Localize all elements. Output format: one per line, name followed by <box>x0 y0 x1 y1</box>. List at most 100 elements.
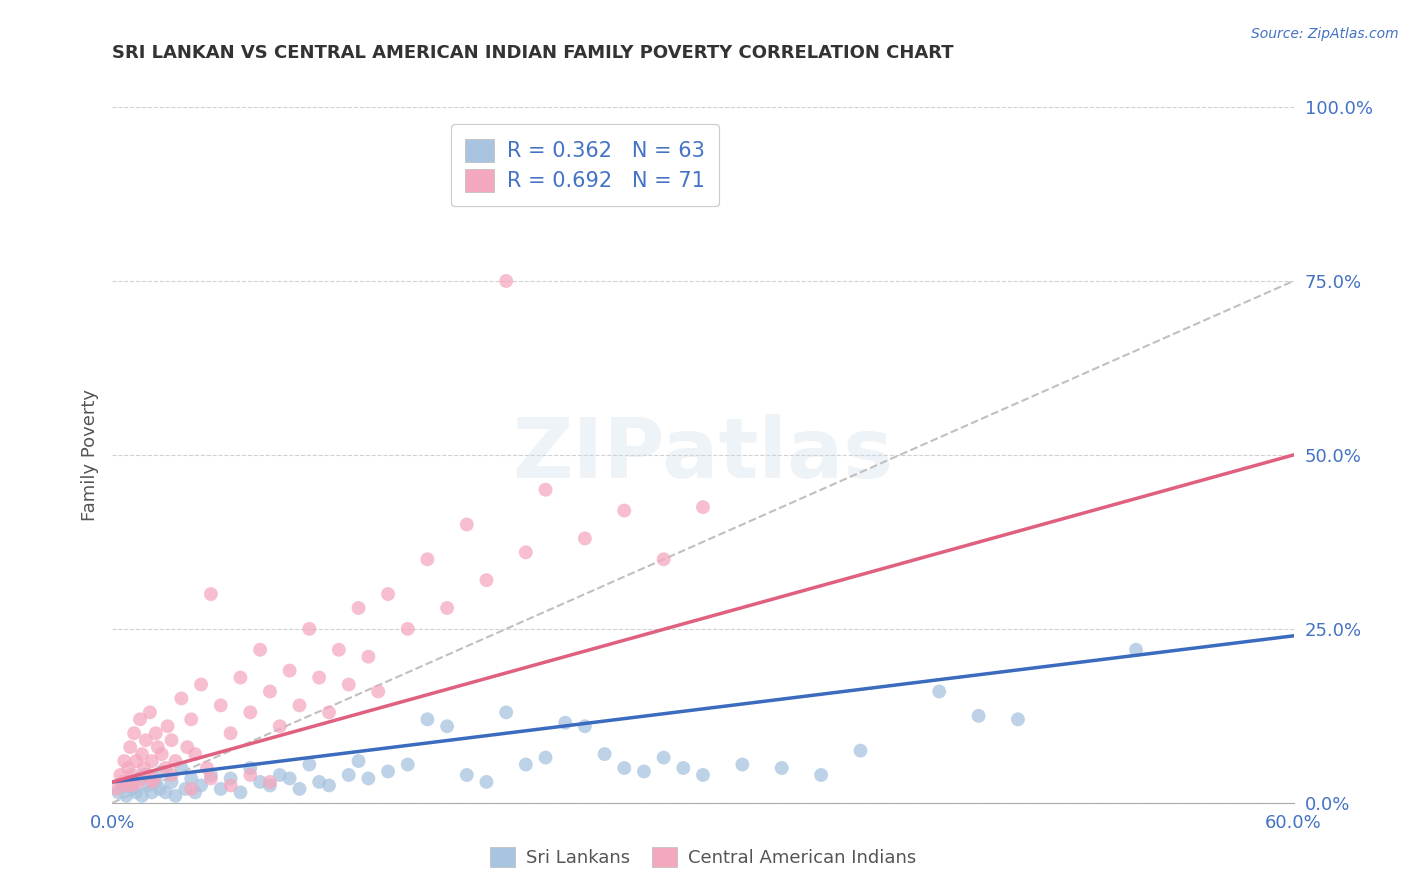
Point <box>849 744 872 758</box>
Point <box>416 712 439 726</box>
Point <box>117 761 139 775</box>
Point <box>495 274 517 288</box>
Point <box>308 775 330 789</box>
Point <box>132 761 155 775</box>
Point <box>377 587 399 601</box>
Point <box>176 740 198 755</box>
Point <box>209 698 232 713</box>
Point <box>136 768 159 782</box>
Point <box>145 775 167 789</box>
Point <box>121 778 143 792</box>
Point <box>475 573 498 587</box>
Point <box>534 750 557 764</box>
Point <box>110 768 132 782</box>
Point <box>574 532 596 546</box>
Point <box>337 768 360 782</box>
Point <box>141 785 163 799</box>
Point <box>129 712 152 726</box>
Point <box>456 517 478 532</box>
Point <box>298 622 321 636</box>
Point <box>534 483 557 497</box>
Point <box>200 587 222 601</box>
Point <box>200 772 222 786</box>
Point <box>219 726 242 740</box>
Point <box>112 754 135 768</box>
Point <box>135 733 157 747</box>
Point <box>105 781 128 796</box>
Point <box>160 768 183 782</box>
Point <box>146 740 169 755</box>
Point <box>810 768 832 782</box>
Point <box>593 747 616 761</box>
Point <box>131 747 153 761</box>
Point <box>239 761 262 775</box>
Point <box>347 754 370 768</box>
Point <box>377 764 399 779</box>
Point <box>613 761 636 775</box>
Point <box>249 642 271 657</box>
Point <box>357 649 380 664</box>
Point <box>436 719 458 733</box>
Point <box>155 785 177 799</box>
Point <box>180 712 202 726</box>
Point <box>308 671 330 685</box>
Point <box>337 677 360 691</box>
Point <box>652 750 675 764</box>
Point <box>515 545 537 559</box>
Point <box>967 708 990 723</box>
Point <box>117 775 139 789</box>
Point <box>136 778 159 792</box>
Point <box>174 781 197 796</box>
Point <box>259 775 281 789</box>
Text: ZIPatlas: ZIPatlas <box>513 415 893 495</box>
Point <box>298 757 321 772</box>
Point <box>160 733 183 747</box>
Point <box>115 778 138 792</box>
Legend: Sri Lankans, Central American Indians: Sri Lankans, Central American Indians <box>482 839 924 874</box>
Point <box>396 622 419 636</box>
Y-axis label: Family Poverty: Family Poverty <box>80 389 98 521</box>
Point <box>731 757 754 772</box>
Point <box>278 772 301 786</box>
Point <box>318 778 340 792</box>
Point <box>129 772 152 786</box>
Point <box>456 768 478 782</box>
Point <box>347 601 370 615</box>
Point <box>633 764 655 779</box>
Point <box>495 706 517 720</box>
Text: Source: ZipAtlas.com: Source: ZipAtlas.com <box>1251 27 1399 41</box>
Point <box>139 706 162 720</box>
Point <box>155 761 177 775</box>
Point <box>125 754 148 768</box>
Point <box>111 778 134 792</box>
Point <box>613 503 636 517</box>
Point <box>475 775 498 789</box>
Point <box>219 778 242 792</box>
Point <box>132 768 155 782</box>
Legend: R = 0.362   N = 63, R = 0.692   N = 71: R = 0.362 N = 63, R = 0.692 N = 71 <box>450 124 720 206</box>
Point <box>259 684 281 698</box>
Point <box>367 684 389 698</box>
Point <box>1007 712 1029 726</box>
Point <box>180 772 202 786</box>
Point <box>269 768 291 782</box>
Point <box>574 719 596 733</box>
Point <box>229 671 252 685</box>
Text: SRI LANKAN VS CENTRAL AMERICAN INDIAN FAMILY POVERTY CORRELATION CHART: SRI LANKAN VS CENTRAL AMERICAN INDIAN FA… <box>112 45 955 62</box>
Point <box>121 781 143 796</box>
Point <box>515 757 537 772</box>
Point <box>122 726 145 740</box>
Point <box>672 761 695 775</box>
Point <box>150 747 173 761</box>
Point <box>436 601 458 615</box>
Point <box>195 761 218 775</box>
Point <box>115 789 138 803</box>
Point <box>269 719 291 733</box>
Point <box>770 761 793 775</box>
Point <box>170 691 193 706</box>
Point <box>652 552 675 566</box>
Point <box>692 768 714 782</box>
Point <box>156 719 179 733</box>
Point <box>131 789 153 803</box>
Point <box>107 785 129 799</box>
